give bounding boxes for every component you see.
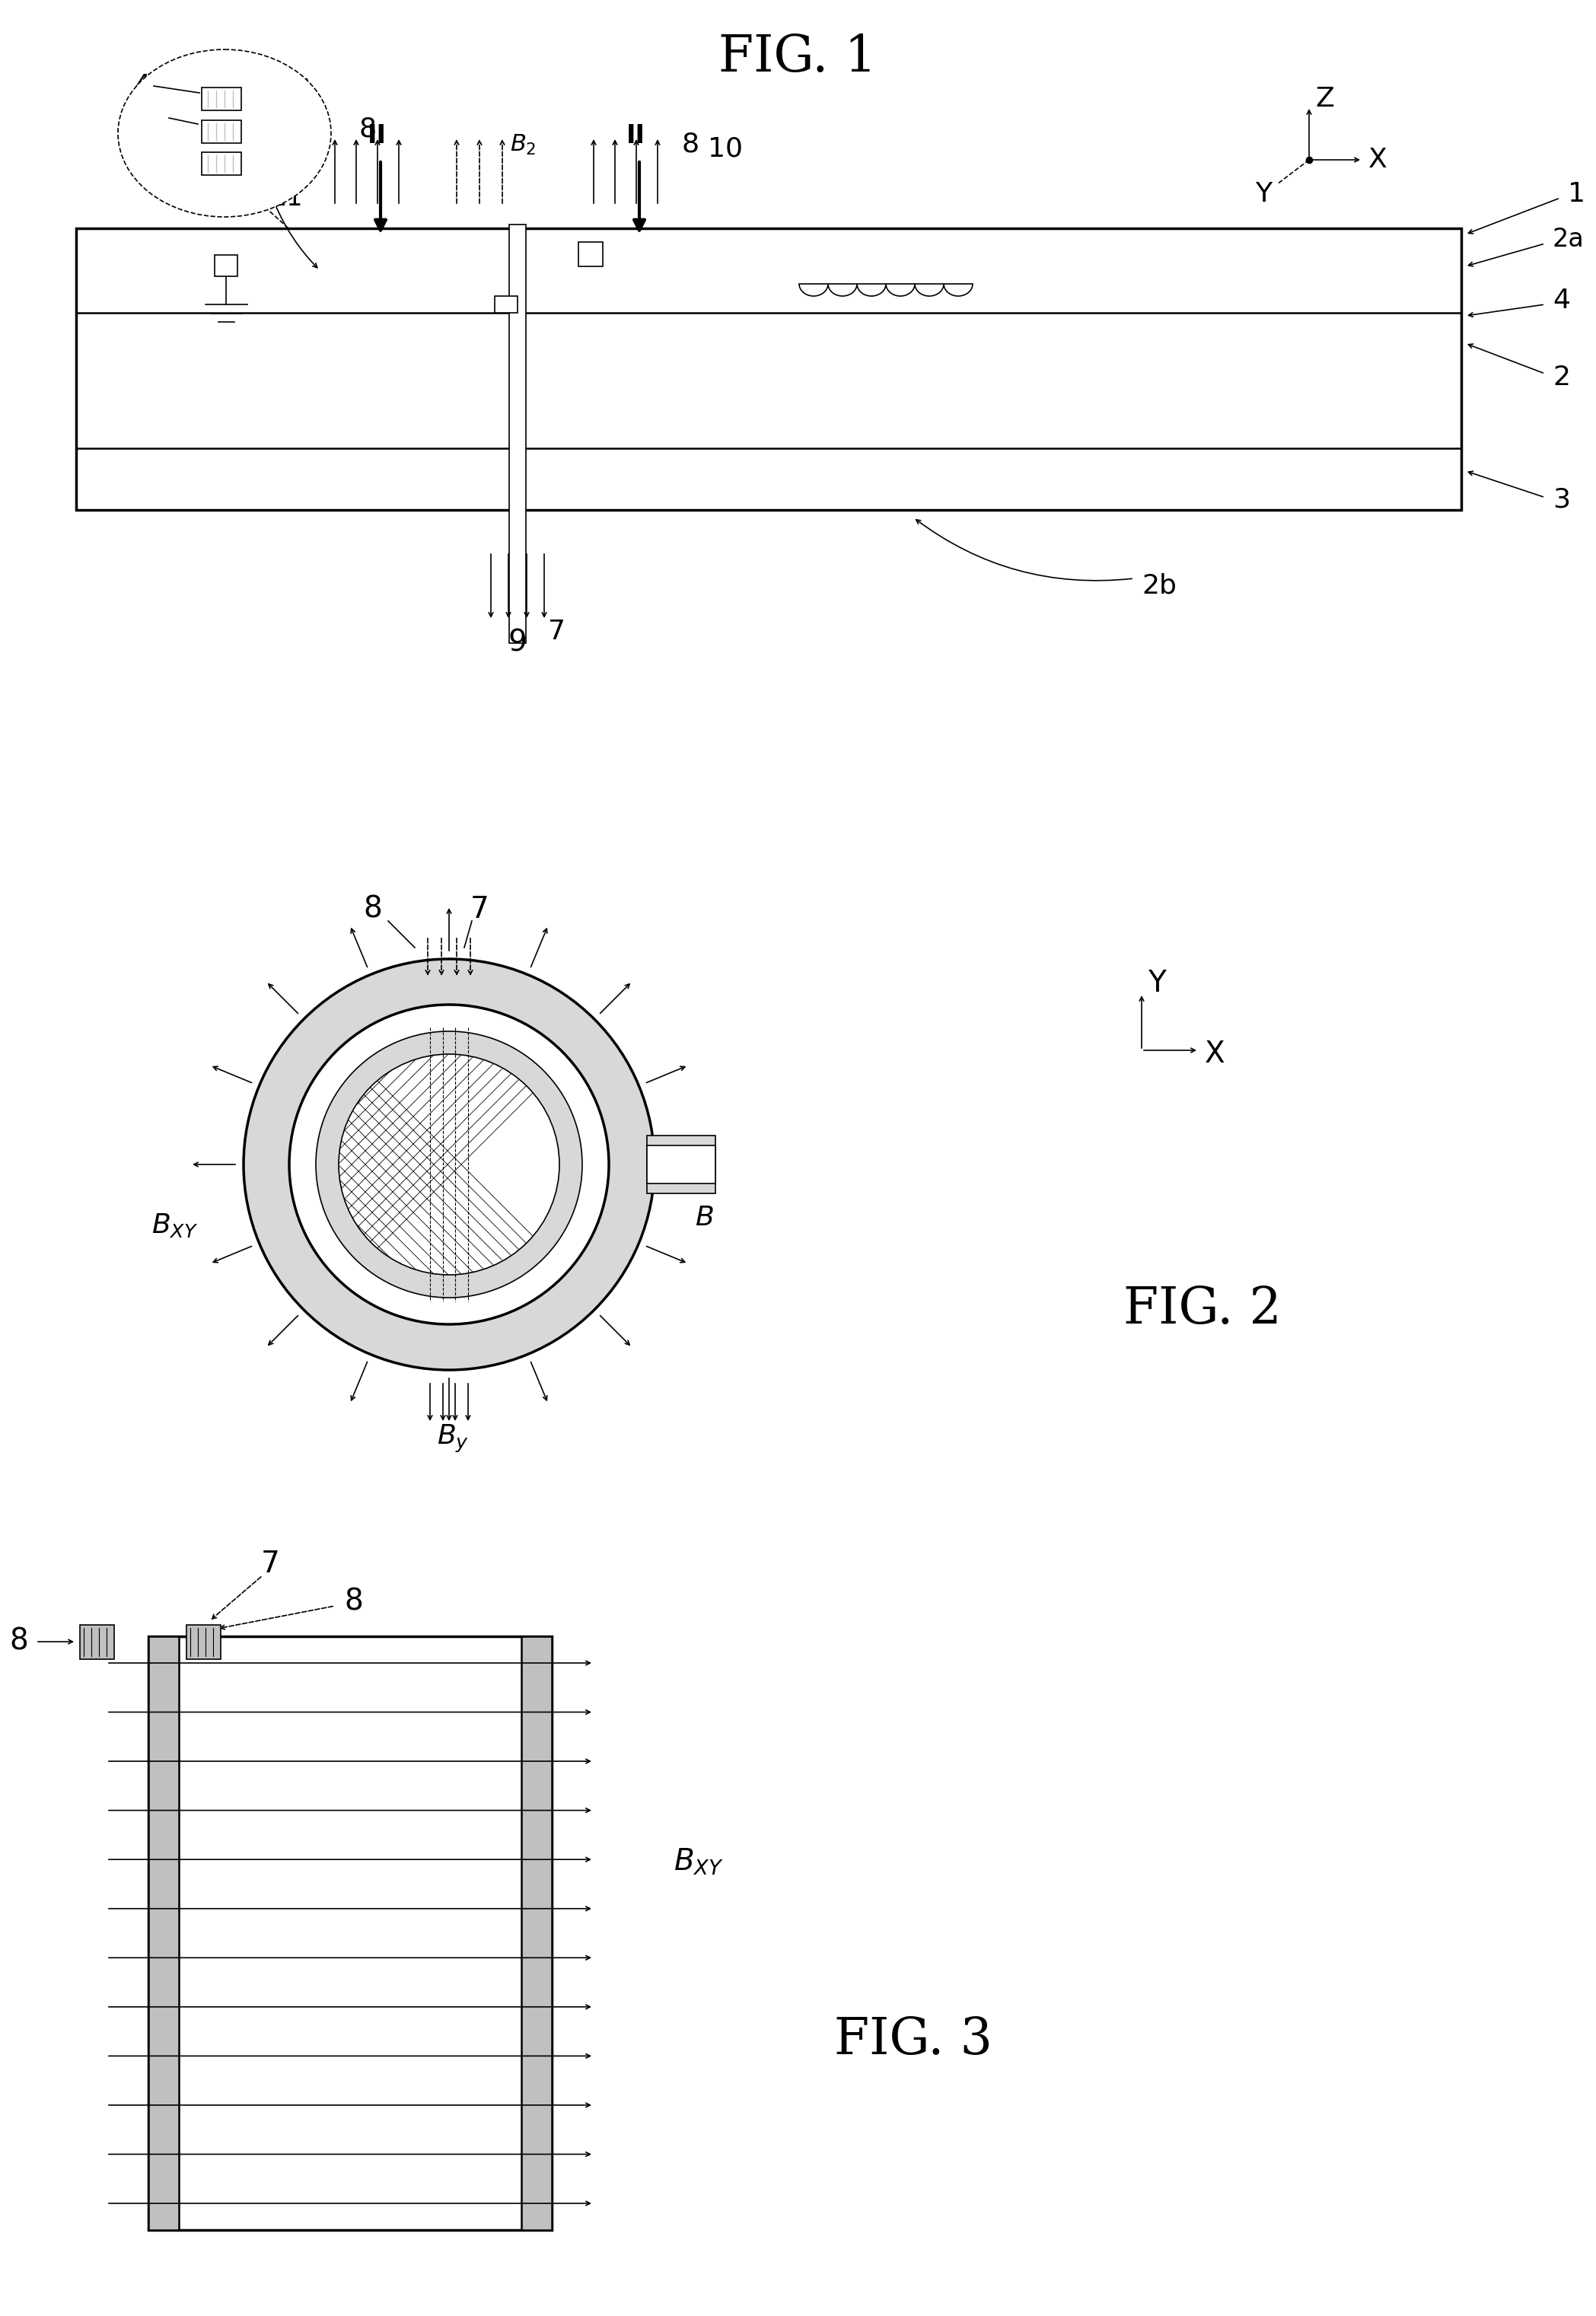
Text: FIG. 1: FIG. 1 (718, 32, 876, 81)
Circle shape (338, 1054, 560, 1274)
Bar (201, 153, 241, 176)
Bar (80, 1626, 115, 1658)
Text: 2a: 2a (1553, 227, 1585, 252)
Text: FIG. 3: FIG. 3 (835, 2015, 993, 2064)
Text: X: X (1205, 1040, 1226, 1068)
Text: 8: 8 (345, 1589, 364, 1617)
Text: 8: 8 (10, 1628, 29, 1656)
Bar (646, 1146, 715, 1183)
Ellipse shape (118, 49, 330, 218)
Bar (77, 229, 1462, 510)
Text: 8: 8 (364, 894, 383, 924)
Text: 2b: 2b (1141, 572, 1176, 600)
Text: $B_2$: $B_2$ (511, 132, 536, 157)
Bar (148, 1637, 552, 2230)
Text: X: X (1368, 146, 1387, 174)
Text: 4: 4 (134, 72, 150, 97)
Bar (509, 225, 527, 644)
Text: 2: 2 (1553, 364, 1570, 391)
Circle shape (316, 1031, 583, 1297)
Text: 1: 1 (1567, 181, 1585, 206)
Text: $B_y$: $B_y$ (437, 1422, 469, 1454)
Text: 7: 7 (294, 76, 310, 102)
Text: II: II (367, 123, 386, 148)
Text: Y: Y (1148, 968, 1167, 998)
Circle shape (244, 959, 654, 1371)
Text: 3: 3 (1553, 486, 1570, 512)
Bar (148, 1637, 179, 2230)
Text: Z: Z (1315, 86, 1334, 111)
Text: Y: Y (1254, 181, 1272, 206)
Bar (495, 296, 517, 313)
Text: $B_{XY}$: $B_{XY}$ (152, 1211, 198, 1239)
Bar (578, 243, 603, 266)
Text: FIG. 2: FIG. 2 (1124, 1285, 1282, 1334)
Text: 8: 8 (359, 116, 377, 141)
Text: 8: 8 (681, 132, 699, 157)
Text: 4: 4 (1553, 287, 1570, 313)
Bar (201, 88, 241, 111)
Text: 7: 7 (469, 894, 488, 924)
Text: II: II (626, 123, 645, 148)
Text: $B$: $B$ (694, 1204, 713, 1230)
Text: 8a: 8a (137, 104, 166, 127)
Bar (522, 1637, 552, 2230)
Bar (201, 120, 241, 144)
Text: $B_{XY}$: $B_{XY}$ (674, 1846, 723, 1876)
Text: 9: 9 (508, 628, 527, 658)
Bar (646, 1135, 715, 1193)
Text: 11: 11 (270, 185, 303, 211)
Text: 7: 7 (260, 1549, 279, 1580)
Text: 7: 7 (547, 618, 565, 644)
Bar (187, 1626, 220, 1658)
Bar (214, 255, 238, 276)
Circle shape (289, 1005, 608, 1325)
Text: 10: 10 (707, 134, 742, 162)
